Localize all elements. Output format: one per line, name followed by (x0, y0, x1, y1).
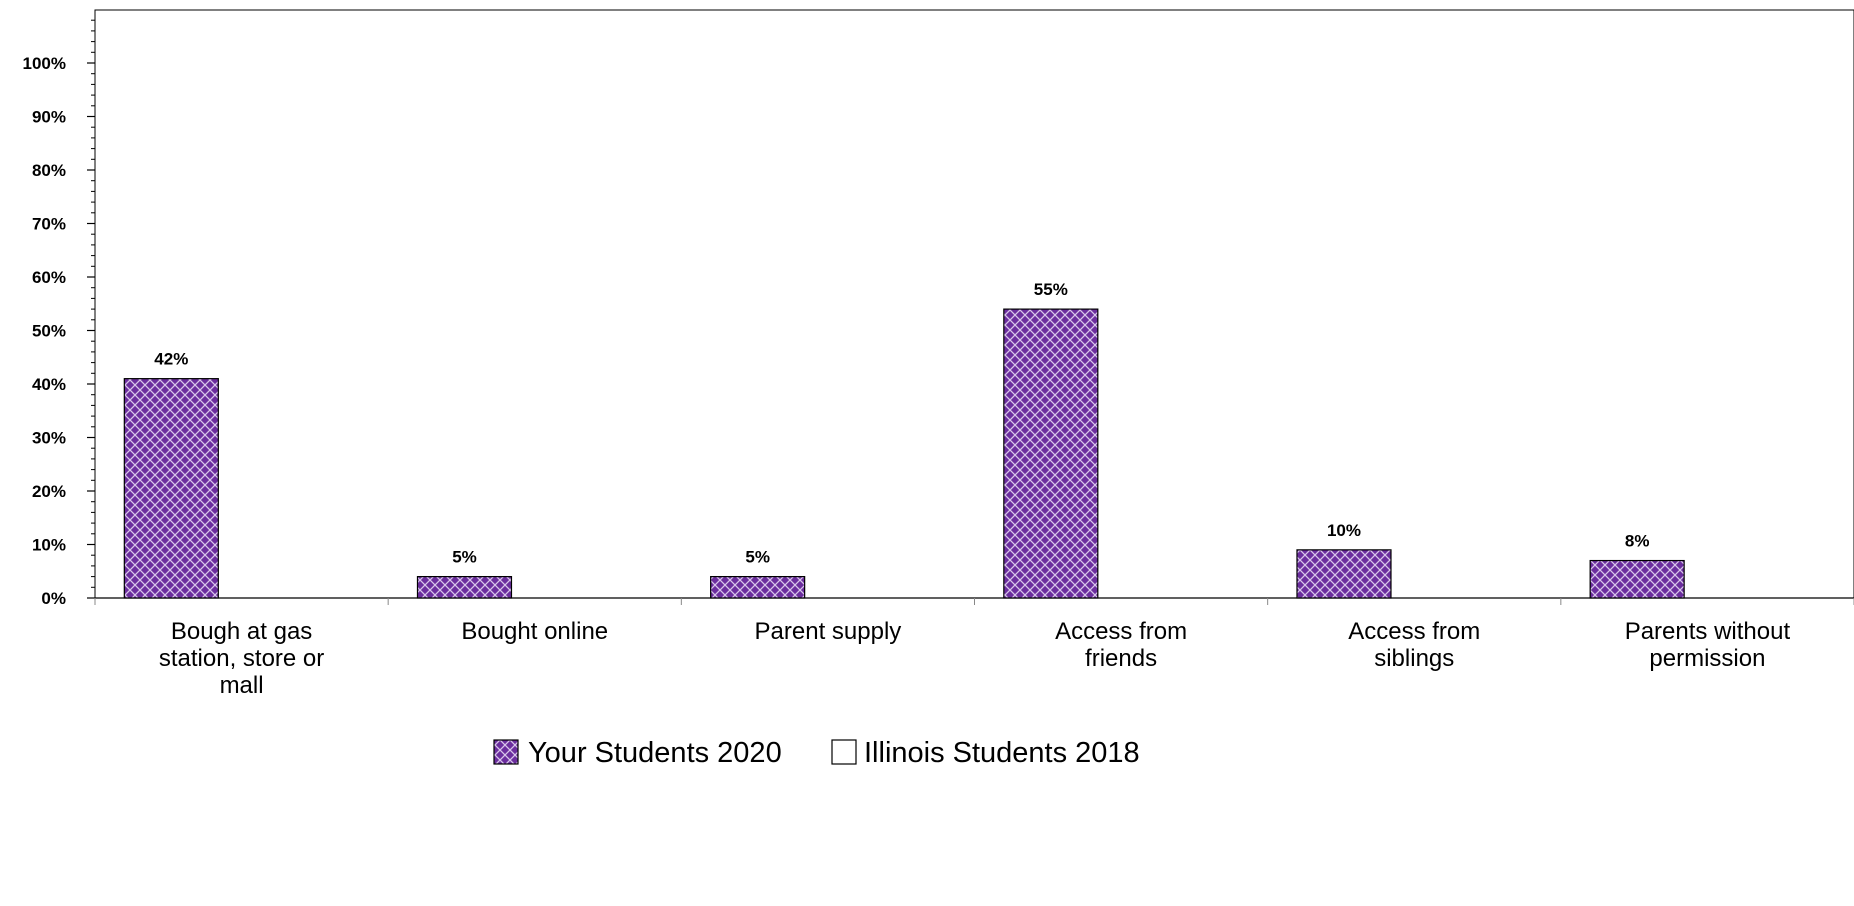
data-label-4: 55% (1034, 280, 1068, 299)
y-tick-label: 80% (32, 161, 66, 180)
bar-1 (123, 378, 219, 599)
category-label: Access from (1055, 618, 1187, 645)
category-label: station, store or (159, 645, 324, 672)
y-tick-label: 0% (41, 589, 66, 608)
data-labels: 42% 5% 5% 55% 10% 8% (154, 280, 1649, 566)
category-label: Bough at gas (171, 618, 312, 645)
legend-label-illinois-students-2018: Illinois Students 2018 (864, 737, 1140, 769)
y-tick-label: 30% (32, 429, 66, 448)
y-tick-label: 70% (32, 215, 66, 234)
bars-series-your-students-2020 (123, 308, 1685, 599)
y-tick-label: 10% (32, 536, 66, 555)
legend-swatch-your-students-2020 (493, 739, 519, 765)
plot-area-frame (94, 9, 1854, 599)
legend: Your Students 2020 Illinois Students 201… (493, 737, 1140, 769)
data-label-2: 5% (452, 548, 477, 567)
bar-5 (1296, 549, 1392, 599)
category-label: mall (220, 672, 264, 699)
bar-6 (1589, 559, 1685, 599)
data-label-3: 5% (745, 548, 770, 567)
bar-4 (1003, 308, 1099, 599)
bar-3 (710, 575, 806, 599)
y-tick-label: 20% (32, 482, 66, 501)
legend-label-your-students-2020: Your Students 2020 (528, 737, 782, 769)
data-label-1: 42% (154, 350, 188, 369)
y-tick-label: 40% (32, 375, 66, 394)
category-label: Access from (1348, 618, 1480, 645)
category-label: permission (1649, 645, 1765, 672)
data-label-6: 8% (1625, 532, 1650, 551)
y-tick-label: 100% (23, 54, 66, 73)
legend-swatch-illinois-students-2018 (831, 739, 857, 765)
category-label: friends (1085, 645, 1157, 672)
y-tick-label: 60% (32, 268, 66, 287)
x-axis (94, 597, 1854, 605)
y-axis-minor-ticks (91, 19, 95, 599)
y-tick-label: 90% (32, 108, 66, 127)
category-label: Parents without (1625, 618, 1791, 645)
category-label: Parent supply (755, 618, 902, 645)
data-label-5: 10% (1327, 521, 1361, 540)
y-axis: 0% 10% 20% 30% 40% 50% 60% 70% 80% 90% 100% (23, 54, 95, 608)
category-label: siblings (1374, 645, 1454, 672)
bar-2 (416, 575, 513, 599)
category-label: Bought online (461, 618, 608, 645)
y-tick-label: 50% (32, 322, 66, 341)
